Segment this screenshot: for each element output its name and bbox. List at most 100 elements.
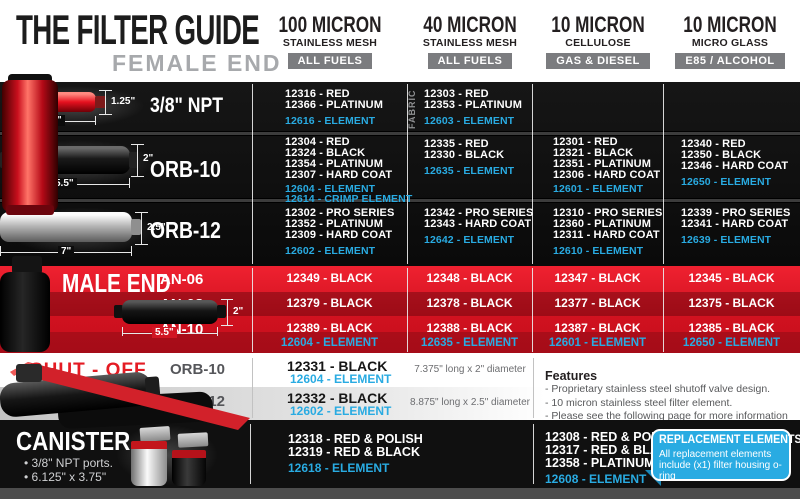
dimension-line xyxy=(141,212,142,245)
dimension-line xyxy=(227,299,228,326)
female-table-background xyxy=(0,82,800,266)
micron-label: 40 MICRON xyxy=(423,12,517,37)
part-cell-canister-cellulose: 12308 - RED & POLISH 12317 - RED & BLACK 1… xyxy=(545,431,695,486)
media-label: MICRO GLASS xyxy=(691,37,769,49)
canister-silver-photo xyxy=(131,449,167,486)
part-list: 12310 - PRO SERIES 12360 - PLATINUM 12311 … xyxy=(553,207,663,241)
column-header-10-micron-microglass: 10 MICRON MICRO GLASS E85 / ALCOHOL xyxy=(655,14,800,69)
column-header-10-micron-cellulose: 10 MICRON CELLULOSE GAS & DIESEL xyxy=(521,14,675,69)
part-cell: 12388 - BLACK xyxy=(426,321,513,335)
dimension-label: 5.5" xyxy=(152,327,177,338)
part-cell-orb12-microglass: 12339 - PRO SERIES 12341 - HARD COAT 1263… xyxy=(681,207,796,246)
replacement-elements-body: All replacement elements include (x1) fi… xyxy=(659,449,782,482)
filter-fitting xyxy=(95,96,106,108)
fuel-badge: ALL FUELS xyxy=(287,53,373,69)
part-cell: 12345 - BLACK xyxy=(688,271,775,285)
fuel-badge: ALL FUELS xyxy=(427,53,513,69)
part-cell: 12349 - BLACK xyxy=(286,271,373,285)
part-list: 12303 - RED 12353 - PLATINUM xyxy=(424,88,522,111)
element-list: 12642 - ELEMENT xyxy=(424,234,515,246)
male-end-title: MALE END xyxy=(62,268,171,298)
dimension-label: 2" xyxy=(143,153,154,164)
shutoff-part: 12332 - BLACK xyxy=(287,390,388,406)
column-header-40-micron: 40 MICRON STAINLESS MESH ALL FUELS xyxy=(398,14,542,69)
part-cell-orb10-cellulose: 12301 - RED 12321 - BLACK 12351 - PLATINUM… xyxy=(553,137,661,195)
column-divider xyxy=(532,268,533,352)
shutoff-element: 12602 - ELEMENT xyxy=(290,404,392,418)
filter-fitting xyxy=(217,305,226,318)
element-row-stripe xyxy=(0,332,800,353)
element-cell: 12635 - ELEMENT xyxy=(420,337,519,349)
element-list: 12639 - ELEMENT xyxy=(681,234,772,246)
media-label: STAINLESS MESH xyxy=(422,37,518,49)
column-divider xyxy=(407,268,408,352)
part-cell-orb12-40: 12342 - PRO SERIES 12343 - HARD COAT 1264… xyxy=(424,207,539,246)
row-label-npt: 3/8" NPT xyxy=(150,94,224,117)
part-cell-orb12-cellulose: 12310 - PRO SERIES 12360 - PLATINUM 12311 … xyxy=(553,207,668,257)
fuel-badge: E85 / ALCOHOL xyxy=(675,53,785,69)
part-cell-orb10-100: 12304 - RED 12324 - BLACK 12354 - PLATINUM… xyxy=(285,137,415,205)
page-title: THE FILTER GUIDE xyxy=(16,6,260,53)
dimension-line xyxy=(122,327,123,336)
element-list: 12618 - ELEMENT xyxy=(288,461,390,475)
part-cell: 12385 - BLACK xyxy=(688,321,775,335)
column-divider xyxy=(252,84,253,264)
column-divider xyxy=(663,84,664,264)
male-filter-photo xyxy=(122,300,218,324)
element-cell: 12601 - ELEMENT xyxy=(548,337,647,349)
element-list: 12603 - ELEMENT xyxy=(424,115,515,127)
red-filter-base xyxy=(6,205,54,215)
dimension-label: 7" xyxy=(58,246,75,257)
row-label-orb12: ORB-12 xyxy=(150,217,221,243)
canister-bullets: • 3/8" NPT ports. • 6.125" x 3.75" xyxy=(24,456,113,484)
part-cell: 12375 - BLACK xyxy=(688,296,775,310)
part-cell-npt-40: 12303 - RED 12353 - PLATINUM 12603 - ELEM… xyxy=(424,88,529,127)
column-header-100-micron: 100 MICRON STAINLESS MESH ALL FUELS xyxy=(253,14,407,69)
row-label-orb10: ORB-10 xyxy=(150,156,221,182)
part-cell: 12347 - BLACK xyxy=(554,271,641,285)
filter-fitting xyxy=(131,219,141,235)
filter-fitting xyxy=(129,152,138,168)
bottom-bar xyxy=(0,488,800,499)
part-cell-orb10-40: 12335 - RED 12330 - BLACK 12635 - ELEMENT xyxy=(424,139,529,177)
part-cell: 12387 - BLACK xyxy=(554,321,641,335)
part-list: 12308 - RED & POLISH 12317 - RED & BLACK 1… xyxy=(545,430,680,470)
black-bottle-neck xyxy=(12,256,42,274)
part-list: 12340 - RED 12350 - BLACK 12346 - HARD COA… xyxy=(681,138,789,172)
part-list: 12339 - PRO SERIES 12341 - HARD COAT xyxy=(681,207,791,230)
dimension-line xyxy=(217,327,218,336)
shutoff-size: 8.875" long x 2.5" diameter xyxy=(410,397,530,408)
part-cell: 12379 - BLACK xyxy=(286,296,373,310)
dimension-line xyxy=(0,246,1,256)
red-filter-photo xyxy=(2,80,58,212)
part-cell-orb10-microglass: 12340 - RED 12350 - BLACK 12346 - HARD COA… xyxy=(681,138,796,188)
column-divider xyxy=(533,424,534,484)
dimension-label: 1.25" xyxy=(111,96,136,107)
column-divider xyxy=(407,84,408,264)
part-cell-npt-100: 12316 - RED 12366 - PLATINUM 12616 - ELEM… xyxy=(285,88,405,127)
replacement-elements-callout: REPLACEMENT ELEMENTS All replacement ele… xyxy=(651,429,800,482)
dimension-line xyxy=(131,246,132,256)
part-list: 12342 - PRO SERIES 12343 - HARD COAT xyxy=(424,207,534,230)
fuel-badge: GAS & DIESEL xyxy=(546,53,650,69)
part-list: 12316 - RED 12366 - PLATINUM xyxy=(285,88,383,111)
shutoff-element: 12604 - ELEMENT xyxy=(290,372,392,386)
replacement-elements-title: REPLACEMENT ELEMENTS xyxy=(659,434,800,446)
element-list: 12650 - ELEMENT xyxy=(681,176,772,188)
column-divider xyxy=(252,268,253,352)
media-label: CELLULOSE xyxy=(565,37,631,49)
micron-label: 10 MICRON xyxy=(551,12,645,37)
shutoff-valve-photo xyxy=(0,362,250,430)
element-list: 12601 - ELEMENT xyxy=(553,183,644,195)
dimension-label: 5.5" xyxy=(52,178,77,189)
element-list: 12610 - ELEMENT xyxy=(553,245,644,257)
shutoff-size: 7.375" long x 2" diameter xyxy=(414,364,526,375)
canister-red-cap xyxy=(172,450,206,459)
shutoff-part: 12331 - BLACK xyxy=(287,358,388,374)
row-separator xyxy=(0,198,800,203)
dimension-line xyxy=(95,116,96,125)
dimension-line xyxy=(105,90,106,115)
dimension-line xyxy=(129,178,130,188)
part-list: 12318 - RED & POLISH 12319 - RED & BLACK xyxy=(288,432,423,459)
